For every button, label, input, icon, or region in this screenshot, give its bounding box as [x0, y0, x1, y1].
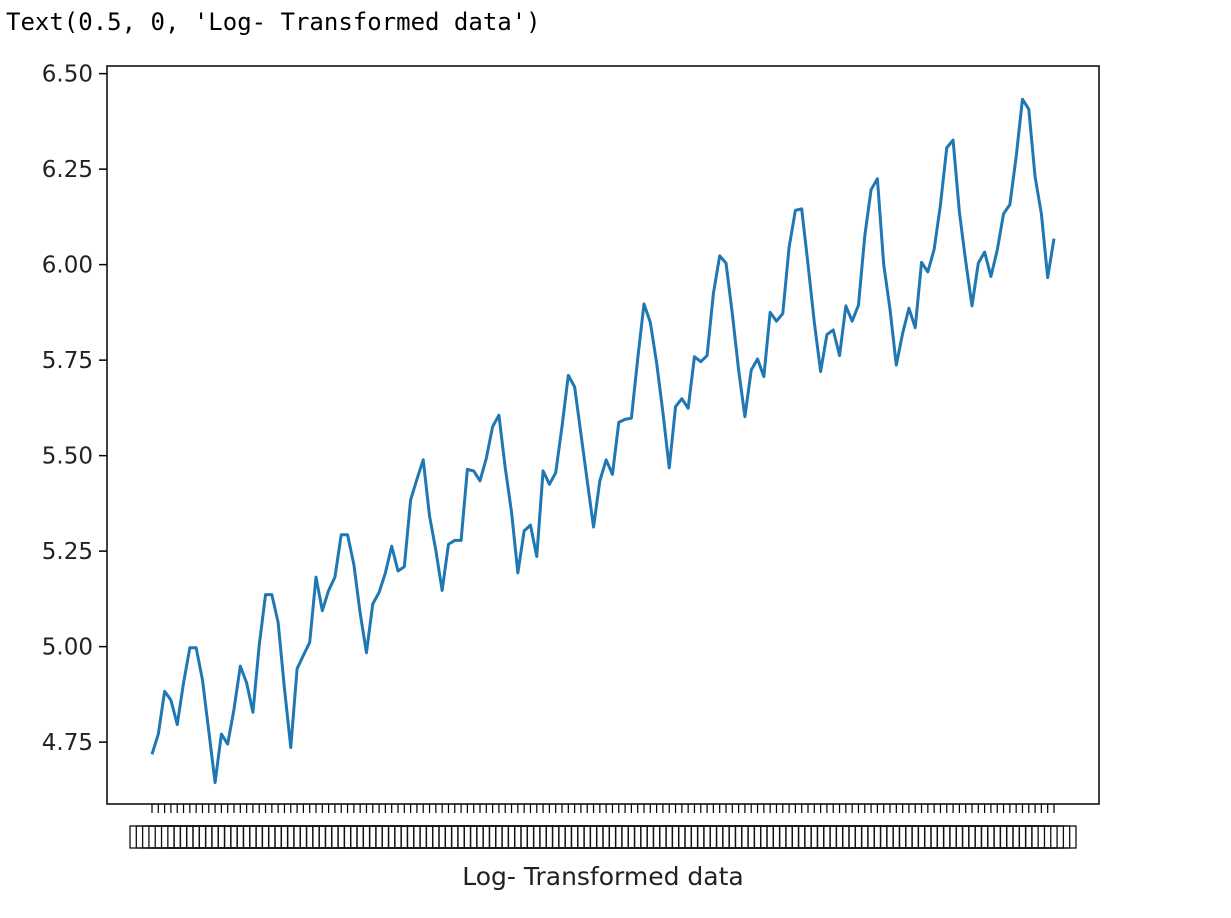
series-line [150, 97, 1056, 785]
y-tick-label: 6.50 [42, 62, 93, 88]
y-tick-label: 4.75 [42, 730, 93, 756]
x-tick-labels [129, 825, 1077, 849]
x-axis-label: Log- Transformed data [462, 862, 743, 891]
x-tick-label [1031, 825, 1077, 849]
y-tick-label: 5.50 [42, 444, 93, 470]
y-tick-label: 5.25 [42, 539, 93, 565]
y-tick-label: 5.00 [42, 635, 93, 661]
y-tick-label: 6.25 [42, 157, 93, 183]
y-axis-ticks: 4.75 5.00 5.25 5.50 5.75 6.00 6.25 6.50 [42, 62, 107, 756]
y-tick-label: 6.00 [42, 253, 93, 279]
cell-output-text: Text(0.5, 0, 'Log- Transformed data') [6, 8, 541, 36]
x-axis-ticks [151, 804, 1055, 813]
plot-frame [106, 65, 1100, 805]
y-tick-label: 5.75 [42, 348, 93, 374]
